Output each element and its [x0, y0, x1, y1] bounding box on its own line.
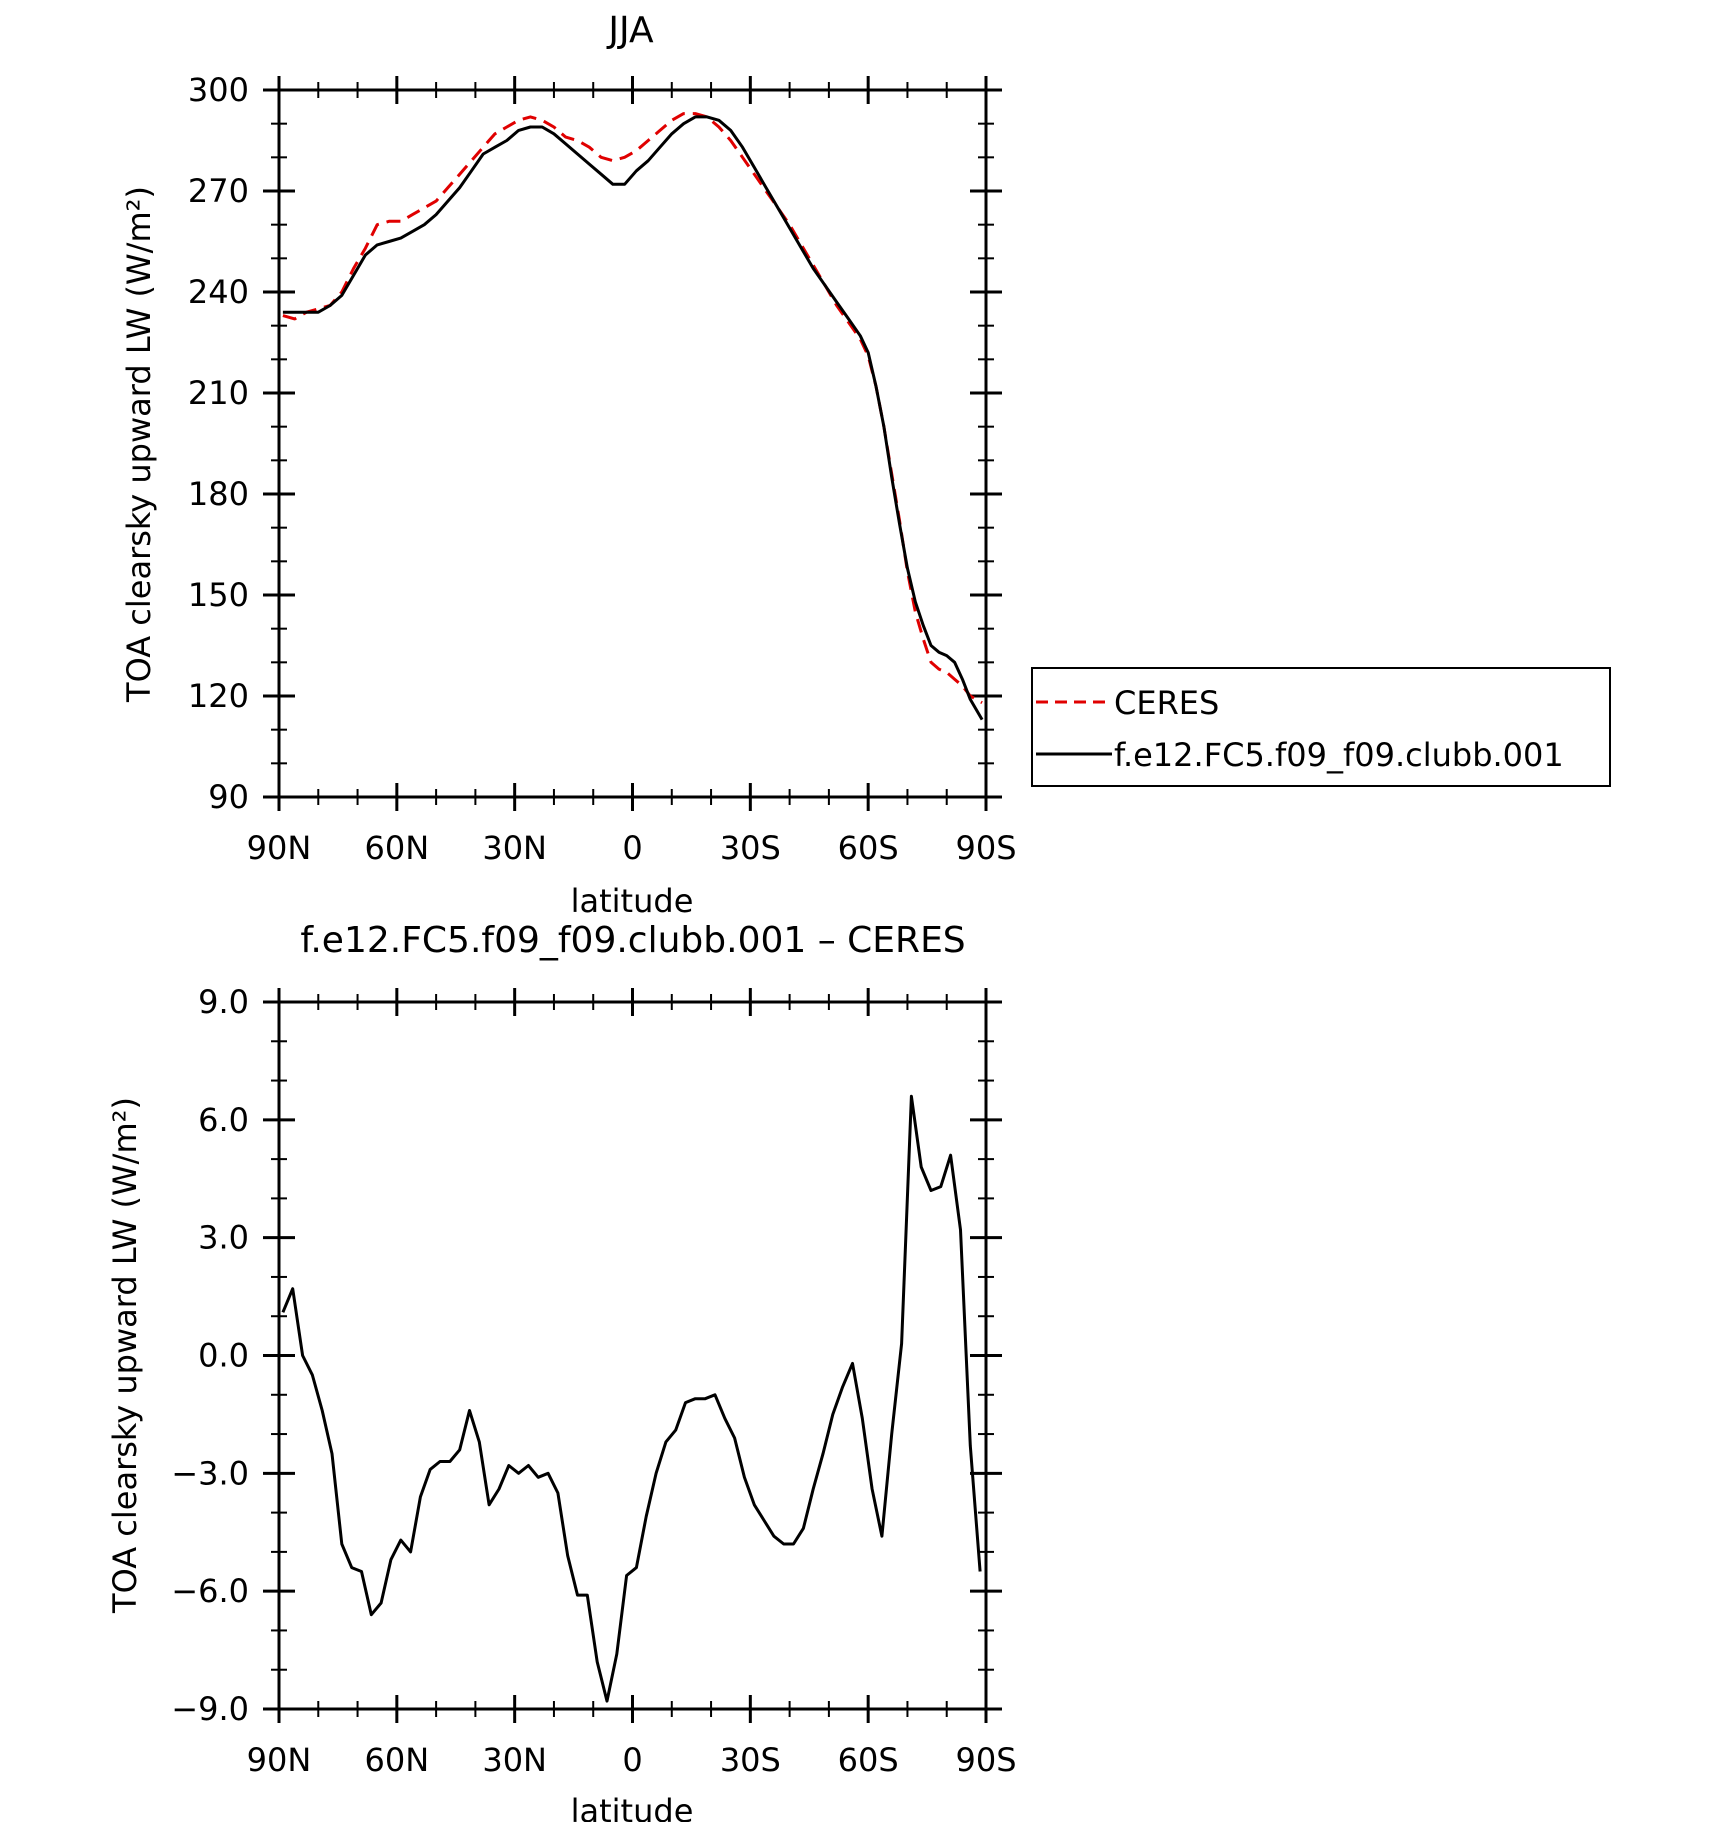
y-tick-label: 6.0 — [198, 1101, 249, 1139]
y-tick-label: 150 — [188, 576, 249, 614]
x-tick-label: 90N — [247, 1741, 312, 1779]
tick-labels: 90N 60N 30N 0 30S 60S 90S −9.0 −6.0 −3.0 0.0 3.0 6.0… — [171, 983, 1016, 1779]
x-tick-label: 60S — [838, 1741, 899, 1779]
legend: CERES f.e12.FC5.f09_f09.clubb.001 — [1031, 667, 1611, 787]
x-tick-label: 60S — [838, 829, 899, 867]
x-axis-label: latitude — [571, 882, 694, 920]
y-tick-label: 210 — [188, 374, 249, 412]
y-tick-label: 180 — [188, 475, 249, 513]
x-tick-label: 0 — [622, 1741, 642, 1779]
series-line-difference — [281, 1094, 982, 1703]
y-axis-label: TOA clearsky upward LW (W/m²) — [120, 186, 158, 703]
x-tick-label: 90N — [247, 829, 312, 867]
x-tick-label: 30N — [482, 1741, 547, 1779]
y-tick-label: −9.0 — [171, 1690, 249, 1728]
y-tick-label: 240 — [188, 273, 249, 311]
plot-frame — [277, 1000, 988, 1711]
x-tick-label: 60N — [365, 829, 430, 867]
y-tick-label: 120 — [188, 677, 249, 715]
series-line-f-e12-fc5-f09-f09-clubb-001 — [282, 115, 984, 721]
x-tick-label: 30S — [720, 1741, 781, 1779]
bottom-difference-chart: f.e12.FC5.f09_f09.clubb.001 – CERES 90N 6… — [106, 920, 1017, 1822]
legend-label-ceres: CERES — [1114, 684, 1219, 722]
x-axis-label: latitude — [571, 1792, 694, 1822]
y-tick-label: 0.0 — [198, 1337, 249, 1375]
x-tick-label: 60N — [365, 1741, 430, 1779]
y-tick-label: 9.0 — [198, 983, 249, 1021]
top-line-chart: JJA 90N 60N 30N 0 30S 60S 90S 90 120 150 180 210 240… — [120, 10, 1611, 920]
x-tick-label: 30S — [720, 829, 781, 867]
y-tick-label: 90 — [208, 778, 249, 816]
chart-title: f.e12.FC5.f09_f09.clubb.001 – CERES — [300, 920, 965, 961]
plot-frame — [277, 88, 988, 799]
y-tick-label: 3.0 — [198, 1219, 249, 1257]
y-tick-label: 300 — [188, 71, 249, 109]
legend-label-model: f.e12.FC5.f09_f09.clubb.001 — [1114, 736, 1564, 774]
y-tick-label: 270 — [188, 172, 249, 210]
y-axis-label: TOA clearsky upward LW (W/m²) — [106, 1097, 144, 1614]
x-tick-label: 30N — [482, 829, 547, 867]
legend-box — [1031, 667, 1611, 787]
axis-ticks — [263, 76, 1002, 811]
series-line-ceres — [282, 112, 983, 705]
x-tick-label: 90S — [955, 1741, 1016, 1779]
tick-labels: 90N 60N 30N 0 30S 60S 90S 90 120 150 180 210 240 270 3… — [188, 71, 1017, 867]
series-layer — [281, 1094, 982, 1703]
y-tick-label: −6.0 — [171, 1572, 249, 1610]
chart-title: JJA — [606, 10, 654, 51]
x-tick-label: 90S — [955, 829, 1016, 867]
x-tick-label: 0 — [622, 829, 642, 867]
y-tick-label: −3.0 — [171, 1454, 249, 1492]
series-layer — [282, 112, 984, 721]
